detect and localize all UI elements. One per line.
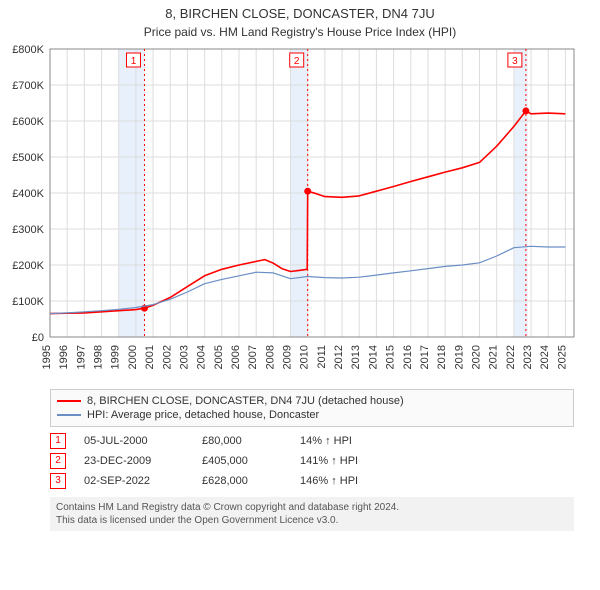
legend-row: 8, BIRCHEN CLOSE, DONCASTER, DN4 7JU (de… — [57, 394, 567, 408]
svg-text:2014: 2014 — [367, 345, 379, 369]
svg-text:£100K: £100K — [12, 296, 44, 308]
svg-text:£600K: £600K — [12, 116, 44, 128]
svg-text:2003: 2003 — [178, 345, 190, 369]
marker-badge: 2 — [50, 453, 66, 469]
svg-text:2000: 2000 — [127, 345, 139, 369]
svg-text:£500K: £500K — [12, 152, 44, 164]
svg-text:2024: 2024 — [539, 345, 551, 369]
svg-text:1995: 1995 — [41, 345, 53, 369]
marker-row: 2 23-DEC-2009 £405,000 141% ↑ HPI — [50, 451, 574, 471]
marker-row: 3 02-SEP-2022 £628,000 146% ↑ HPI — [50, 471, 574, 491]
svg-text:2010: 2010 — [299, 345, 311, 369]
svg-text:1999: 1999 — [110, 345, 122, 369]
svg-text:£300K: £300K — [12, 224, 44, 236]
chart-subtitle: Price paid vs. HM Land Registry's House … — [0, 25, 600, 39]
svg-text:2008: 2008 — [264, 345, 276, 369]
marker-badge: 3 — [50, 473, 66, 489]
legend-swatch — [57, 400, 81, 402]
svg-text:1998: 1998 — [93, 345, 105, 369]
svg-text:1: 1 — [131, 56, 137, 67]
svg-text:£700K: £700K — [12, 80, 44, 92]
svg-text:2004: 2004 — [196, 345, 208, 369]
svg-text:2013: 2013 — [350, 345, 362, 369]
marker-delta: 146% ↑ HPI — [300, 475, 410, 487]
svg-text:2002: 2002 — [161, 345, 173, 369]
marker-delta: 141% ↑ HPI — [300, 455, 410, 467]
svg-text:2006: 2006 — [230, 345, 242, 369]
legend-label: HPI: Average price, detached house, Donc… — [87, 409, 319, 421]
svg-text:2015: 2015 — [385, 345, 397, 369]
legend: 8, BIRCHEN CLOSE, DONCASTER, DN4 7JU (de… — [50, 389, 574, 427]
legend-row: HPI: Average price, detached house, Donc… — [57, 408, 567, 422]
marker-price: £628,000 — [202, 475, 282, 487]
marker-row: 1 05-JUL-2000 £80,000 14% ↑ HPI — [50, 431, 574, 451]
svg-text:£800K: £800K — [12, 44, 44, 56]
footer-line-1: Contains HM Land Registry data © Crown c… — [56, 501, 568, 514]
chart-svg: £0 £100K £200K £300K £400K £500K £600K £700K £80… — [0, 43, 600, 383]
svg-text:1996: 1996 — [58, 345, 70, 369]
svg-text:2017: 2017 — [419, 345, 431, 369]
svg-text:1997: 1997 — [75, 345, 87, 369]
marker-date: 02-SEP-2022 — [84, 475, 184, 487]
svg-text:2022: 2022 — [505, 345, 517, 369]
marker-delta: 14% ↑ HPI — [300, 435, 410, 447]
marker-date: 23-DEC-2009 — [84, 455, 184, 467]
legend-label: 8, BIRCHEN CLOSE, DONCASTER, DN4 7JU (de… — [87, 395, 404, 407]
markers-table: 1 05-JUL-2000 £80,000 14% ↑ HPI 2 23-DEC-2009… — [50, 431, 574, 491]
svg-text:£0: £0 — [32, 332, 44, 344]
marker-badge: 1 — [50, 433, 66, 449]
legend-swatch — [57, 414, 81, 416]
svg-text:2005: 2005 — [213, 345, 225, 369]
marker-date: 05-JUL-2000 — [84, 435, 184, 447]
svg-text:2011: 2011 — [316, 345, 328, 369]
svg-text:2001: 2001 — [144, 345, 156, 369]
chart-title: 8, BIRCHEN CLOSE, DONCASTER, DN4 7JU — [0, 0, 600, 23]
marker-price: £80,000 — [202, 435, 282, 447]
svg-text:2018: 2018 — [436, 345, 448, 369]
footer-line-2: This data is licensed under the Open Gov… — [56, 514, 568, 527]
svg-text:2019: 2019 — [453, 345, 465, 369]
svg-text:2007: 2007 — [247, 345, 259, 369]
svg-text:2016: 2016 — [402, 345, 414, 369]
svg-text:2012: 2012 — [333, 345, 345, 369]
line-chart: £0 £100K £200K £300K £400K £500K £600K £700K £80… — [0, 43, 600, 383]
svg-text:2023: 2023 — [522, 345, 534, 369]
svg-text:2021: 2021 — [488, 345, 500, 369]
marker-price: £405,000 — [202, 455, 282, 467]
svg-text:£200K: £200K — [12, 260, 44, 272]
svg-text:2009: 2009 — [282, 345, 294, 369]
svg-text:2020: 2020 — [471, 345, 483, 369]
svg-text:2025: 2025 — [556, 345, 568, 369]
footer-note: Contains HM Land Registry data © Crown c… — [50, 497, 574, 531]
svg-text:£400K: £400K — [12, 188, 44, 200]
svg-text:3: 3 — [512, 56, 518, 67]
svg-text:2: 2 — [294, 56, 300, 67]
